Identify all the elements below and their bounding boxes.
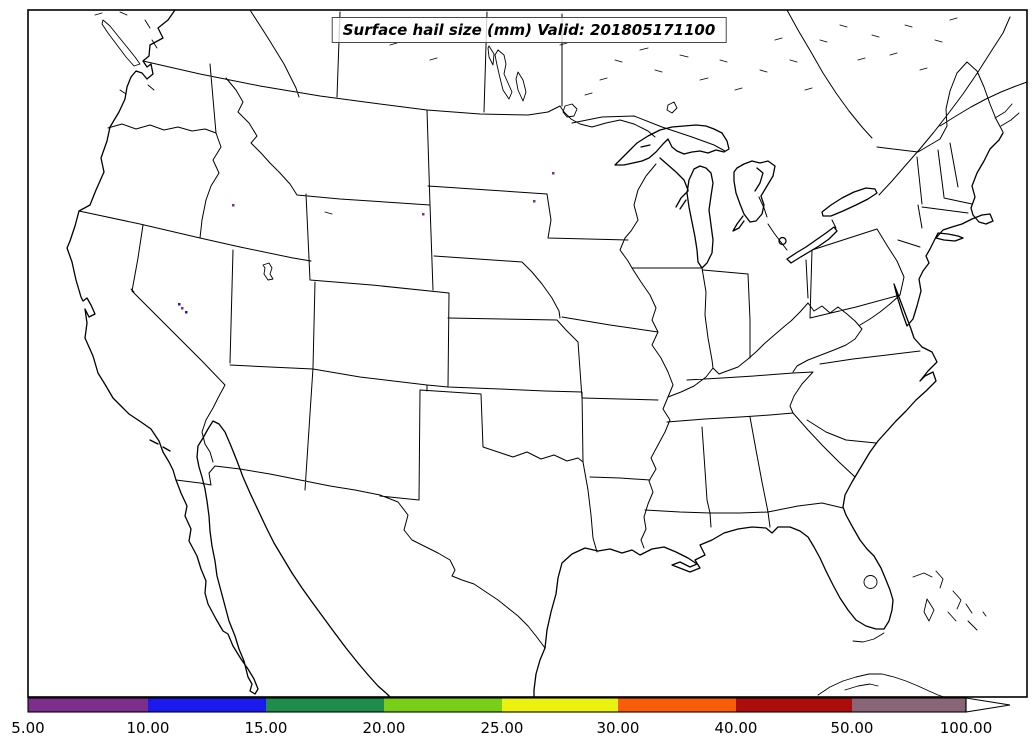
colorbar-segment bbox=[852, 698, 966, 712]
hail-point bbox=[533, 200, 536, 203]
colorbar-segment bbox=[28, 698, 148, 712]
state-borders bbox=[78, 9, 1028, 649]
cuba-bahamas bbox=[817, 570, 987, 698]
colorbar-overflow-arrow bbox=[965, 697, 1011, 713]
colorbar-tick-label: 40.00 bbox=[715, 719, 758, 737]
colorbar-tick-label: 20.00 bbox=[363, 719, 406, 737]
colorbar-tick-label: 100.00 bbox=[940, 719, 993, 737]
us-inland-lakes bbox=[130, 211, 878, 589]
colorbar-outline bbox=[27, 697, 967, 713]
colorbar-segment bbox=[384, 698, 502, 712]
hail-point bbox=[552, 172, 555, 175]
canada-lakes bbox=[349, 17, 1020, 127]
coastline-pacific-mexico bbox=[66, 9, 546, 698]
colorbar-segment bbox=[736, 698, 852, 712]
colorbar-tick-label: 5.00 bbox=[11, 719, 44, 737]
great-lakes bbox=[614, 124, 878, 269]
colorbar-tick-label: 15.00 bbox=[245, 719, 288, 737]
colorbar-segment bbox=[618, 698, 736, 712]
colorbar-segment bbox=[148, 698, 266, 712]
colorbar-segment bbox=[502, 698, 618, 712]
colorbar-tick-label: 25.00 bbox=[481, 719, 524, 737]
map-title: Surface hail size (mm) Valid: 2018051711… bbox=[331, 17, 727, 43]
bc-islands bbox=[94, 11, 158, 95]
hail-data-points bbox=[178, 172, 555, 314]
colorbar-tick-label: 10.00 bbox=[127, 719, 170, 737]
colorbar-tick-label: 50.00 bbox=[831, 719, 874, 737]
hail-point bbox=[422, 213, 425, 216]
colorbar-tick-label: 30.00 bbox=[597, 719, 640, 737]
hail-point bbox=[185, 311, 188, 314]
coastline-gulf-atlantic bbox=[544, 132, 1004, 649]
map-frame bbox=[27, 9, 1028, 698]
hail-point bbox=[181, 307, 184, 310]
hail-point bbox=[178, 303, 181, 306]
hail-point bbox=[232, 204, 235, 207]
colorbar: 5.00 10.00 15.00 20.00 25.00 30.00 40.00 50.00 1… bbox=[11, 697, 1011, 737]
colorbar-segment bbox=[266, 698, 384, 712]
